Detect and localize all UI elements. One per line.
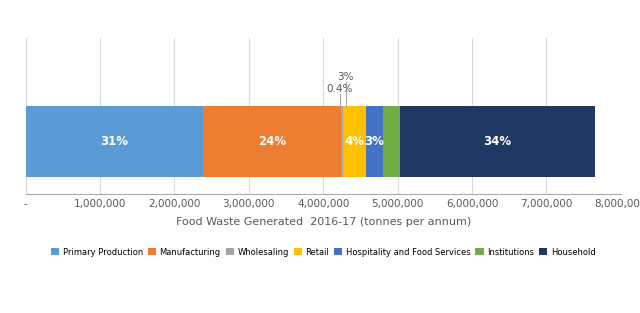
Text: 4%: 4% <box>344 136 365 148</box>
Legend: Primary Production, Manufacturing, Wholesaling, Retail, Hospitality and Food Ser: Primary Production, Manufacturing, Whole… <box>49 245 598 259</box>
X-axis label: Food Waste Generated  2016-17 (tonnes per annum): Food Waste Generated 2016-17 (tonnes per… <box>175 217 471 227</box>
Text: 31%: 31% <box>100 136 129 148</box>
Text: 24%: 24% <box>258 136 286 148</box>
Bar <box>204 106 340 177</box>
Bar <box>26 106 204 177</box>
Bar <box>343 106 366 177</box>
Text: 0.4%: 0.4% <box>326 85 353 95</box>
Bar <box>366 106 383 177</box>
Bar <box>340 106 343 177</box>
Text: 34%: 34% <box>484 136 512 148</box>
Text: 3%: 3% <box>365 136 385 148</box>
Bar <box>383 106 401 177</box>
Bar <box>401 106 595 177</box>
Text: 3%: 3% <box>337 72 354 82</box>
